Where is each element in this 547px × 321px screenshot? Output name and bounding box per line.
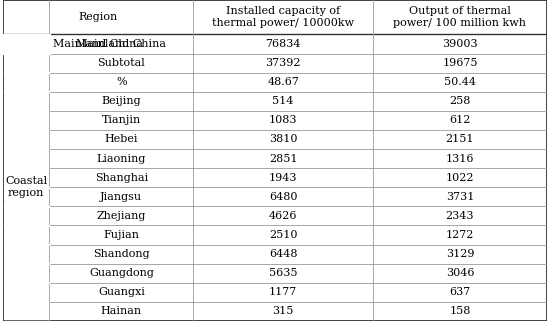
Text: Mainland China: Mainland China — [77, 39, 166, 49]
Text: 19675: 19675 — [442, 58, 478, 68]
Text: Jiangsu: Jiangsu — [100, 192, 142, 202]
Text: 4626: 4626 — [269, 211, 298, 221]
Text: 76834: 76834 — [265, 39, 301, 49]
Text: 6480: 6480 — [269, 192, 298, 202]
Text: Tianjin: Tianjin — [102, 115, 141, 126]
Text: Shanghai: Shanghai — [95, 173, 148, 183]
Text: Shandong: Shandong — [93, 249, 150, 259]
Text: 2343: 2343 — [446, 211, 474, 221]
Text: Liaoning: Liaoning — [97, 153, 146, 164]
Text: 2151: 2151 — [446, 134, 474, 144]
Text: 315: 315 — [272, 307, 294, 317]
Text: Hainan: Hainan — [101, 307, 142, 317]
Text: 258: 258 — [449, 96, 470, 106]
Text: Fujian: Fujian — [103, 230, 139, 240]
Text: Subtotal: Subtotal — [97, 58, 146, 68]
Text: 2510: 2510 — [269, 230, 298, 240]
Text: 6448: 6448 — [269, 249, 298, 259]
Text: 1177: 1177 — [269, 287, 298, 297]
Text: 50.44: 50.44 — [444, 77, 476, 87]
Text: 1943: 1943 — [269, 173, 298, 183]
Text: Installed capacity of
thermal power/ 10000kw: Installed capacity of thermal power/ 100… — [212, 6, 354, 28]
Text: Mainland China: Mainland China — [53, 39, 143, 49]
Text: Coastal
region: Coastal region — [5, 177, 47, 198]
Text: 3731: 3731 — [446, 192, 474, 202]
Text: 158: 158 — [449, 307, 470, 317]
Text: Hebei: Hebei — [104, 134, 138, 144]
Text: Region: Region — [79, 12, 118, 22]
Text: 637: 637 — [449, 287, 470, 297]
Text: 612: 612 — [449, 115, 470, 126]
Text: 3810: 3810 — [269, 134, 298, 144]
Text: Output of thermal
power/ 100 million kwh: Output of thermal power/ 100 million kwh — [393, 6, 526, 28]
Text: 48.67: 48.67 — [267, 77, 299, 87]
Text: 5635: 5635 — [269, 268, 298, 278]
Text: 3046: 3046 — [446, 268, 474, 278]
Text: 3129: 3129 — [446, 249, 474, 259]
Text: 39003: 39003 — [442, 39, 478, 49]
Text: Beijing: Beijing — [102, 96, 141, 106]
Text: %: % — [116, 77, 127, 87]
Text: 1316: 1316 — [446, 153, 474, 164]
Text: 514: 514 — [272, 96, 294, 106]
Text: Zhejiang: Zhejiang — [97, 211, 146, 221]
Text: Guangdong: Guangdong — [89, 268, 154, 278]
Text: 1022: 1022 — [446, 173, 474, 183]
Text: Guangxi: Guangxi — [98, 287, 145, 297]
Text: 1272: 1272 — [446, 230, 474, 240]
Text: 37392: 37392 — [265, 58, 301, 68]
Text: 1083: 1083 — [269, 115, 298, 126]
Text: 2851: 2851 — [269, 153, 298, 164]
